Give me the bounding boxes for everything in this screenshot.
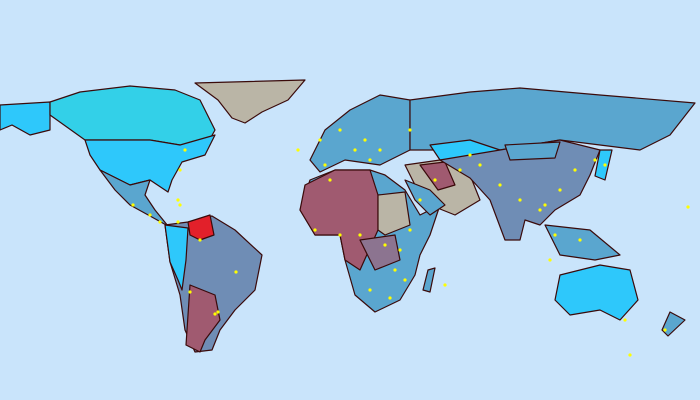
- region-venezuela[interactable]: [187, 214, 215, 241]
- region-sudan[interactable]: [377, 191, 411, 236]
- capital-marker: [358, 233, 362, 237]
- capital-marker: [368, 288, 372, 292]
- capital-marker: [378, 148, 382, 152]
- capital-marker: [328, 178, 332, 182]
- capital-marker: [663, 328, 667, 332]
- region-iran[interactable]: [419, 161, 456, 191]
- capital-marker: [403, 278, 407, 282]
- capital-marker: [433, 178, 437, 182]
- capital-marker: [188, 290, 192, 294]
- capital-marker: [393, 268, 397, 272]
- capital-marker: [368, 158, 372, 162]
- capital-marker: [538, 208, 542, 212]
- capital-marker: [183, 148, 187, 152]
- capital-marker: [443, 283, 447, 287]
- capital-marker: [383, 243, 387, 247]
- capital-marker: [323, 163, 327, 167]
- capital-marker: [478, 163, 482, 167]
- capital-marker: [388, 296, 392, 300]
- capital-marker: [518, 198, 522, 202]
- capital-marker: [131, 203, 135, 207]
- capital-marker: [296, 148, 300, 152]
- capital-marker: [548, 258, 552, 262]
- capital-marker: [148, 213, 152, 217]
- capital-marker: [573, 168, 577, 172]
- region-madagascar[interactable]: [422, 267, 436, 293]
- region-west-coast-south-america[interactable]: [164, 224, 189, 291]
- capital-marker: [338, 233, 342, 237]
- capital-marker: [628, 353, 632, 357]
- region-argentina[interactable]: [185, 284, 221, 353]
- capital-marker: [553, 233, 557, 237]
- capital-marker: [593, 158, 597, 162]
- capital-marker: [318, 138, 322, 142]
- region-australia[interactable]: [554, 264, 639, 321]
- capital-marker: [418, 198, 422, 202]
- capital-marker: [178, 203, 182, 207]
- capital-marker: [338, 128, 342, 132]
- capital-marker: [623, 318, 627, 322]
- region-greenland[interactable]: [194, 79, 306, 124]
- capital-marker: [313, 228, 317, 232]
- capital-marker: [158, 220, 162, 224]
- capital-marker: [398, 248, 402, 252]
- capital-marker: [176, 220, 180, 224]
- capital-marker: [408, 228, 412, 232]
- capital-marker: [216, 310, 220, 314]
- capital-marker: [468, 153, 472, 157]
- capital-marker: [178, 168, 182, 172]
- region-new-zealand[interactable]: [661, 311, 686, 337]
- capital-markers: [131, 128, 690, 357]
- capital-marker: [603, 163, 607, 167]
- capital-marker: [213, 312, 217, 316]
- region-mexico-central-america[interactable]: [99, 169, 169, 227]
- capital-marker: [686, 205, 690, 209]
- region-arabia[interactable]: [404, 179, 446, 216]
- region-southeast-asia[interactable]: [544, 224, 621, 261]
- region-central-africa[interactable]: [359, 234, 401, 271]
- region-north-africa[interactable]: [299, 169, 379, 271]
- capital-marker: [363, 138, 367, 142]
- capital-marker: [176, 198, 180, 202]
- capital-marker: [578, 238, 582, 242]
- capital-marker: [198, 238, 202, 242]
- region-mongolia[interactable]: [504, 141, 561, 161]
- capital-marker: [458, 168, 462, 172]
- capital-marker: [558, 188, 562, 192]
- capital-marker: [353, 148, 357, 152]
- capital-marker: [498, 183, 502, 187]
- capital-marker: [234, 270, 238, 274]
- capital-marker: [408, 128, 412, 132]
- capital-marker: [543, 203, 547, 207]
